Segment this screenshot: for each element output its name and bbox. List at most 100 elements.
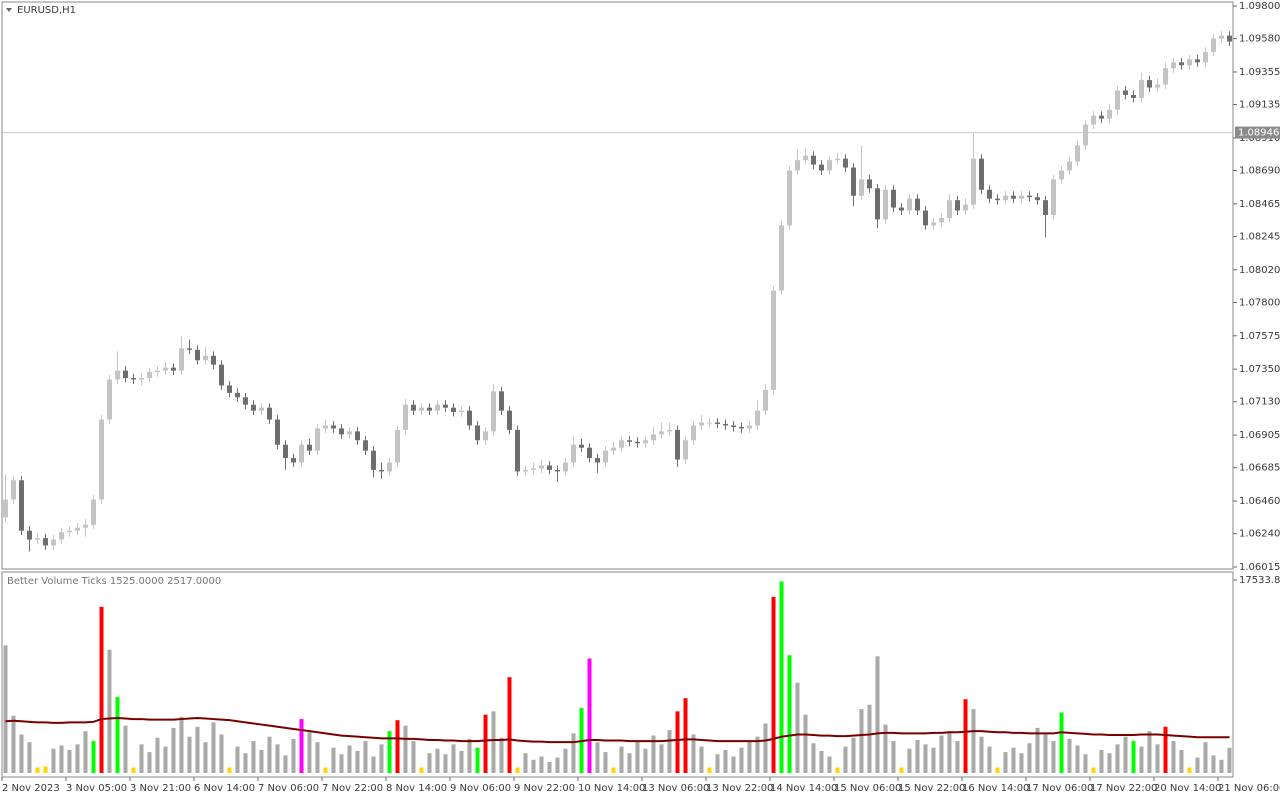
volume-bar <box>139 744 144 773</box>
candle-body <box>259 407 264 411</box>
y-tick-label: 1.09580 <box>1239 34 1280 45</box>
volume-bar <box>1139 746 1144 773</box>
volume-bar <box>635 741 640 773</box>
candle-body <box>67 530 72 533</box>
x-tick-label: 13 Nov 22:00 <box>706 783 773 794</box>
candle-body <box>27 530 32 540</box>
volume-bar <box>891 741 896 773</box>
x-tick-label: 13 Nov 06:00 <box>642 783 709 794</box>
candle-body <box>979 158 984 190</box>
volume-bar <box>451 744 456 773</box>
volume-bar <box>387 731 392 773</box>
volume-bar <box>315 742 320 773</box>
candle-body <box>1011 195 1016 199</box>
candle-body <box>227 385 232 393</box>
y-tick-label: 1.09135 <box>1239 100 1280 111</box>
candle-body <box>1027 195 1032 198</box>
candle-body <box>371 450 376 470</box>
candle-body <box>267 407 272 420</box>
candle-body <box>275 419 280 445</box>
volume-bar <box>459 750 464 773</box>
volume-panel <box>1 571 1234 778</box>
candle-body <box>787 170 792 226</box>
candle-body <box>1059 170 1064 180</box>
volume-bar <box>59 745 64 773</box>
y-tick-label: 1.07800 <box>1239 297 1280 308</box>
volume-bar <box>1115 744 1120 773</box>
candle-body <box>291 458 296 463</box>
candle-body <box>443 404 448 408</box>
candle-body <box>931 222 936 226</box>
volume-bar <box>747 741 752 773</box>
volume-bar <box>1131 741 1136 773</box>
candle-body <box>891 189 896 208</box>
volume-bar <box>995 767 1000 773</box>
volume-bar <box>779 581 784 773</box>
candle-body <box>1155 84 1160 88</box>
candle-body <box>675 429 680 460</box>
volume-bar <box>819 750 824 773</box>
candle-body <box>1107 109 1112 119</box>
candle-body <box>811 155 816 165</box>
candle-body <box>699 422 704 426</box>
y-tick-label: 1.07350 <box>1239 364 1280 375</box>
candle-body <box>235 392 240 398</box>
candle-body <box>523 469 528 472</box>
volume-bar <box>35 767 40 773</box>
candle-body <box>1195 59 1200 63</box>
volume-bar <box>171 727 176 773</box>
candle-body <box>795 160 800 171</box>
candle-body <box>995 198 1000 201</box>
candle-body <box>571 444 576 463</box>
candle-body <box>1051 179 1056 215</box>
volume-bar <box>763 723 768 773</box>
x-tick-label: 10 Nov 14:00 <box>578 783 645 794</box>
candle-body <box>211 355 216 365</box>
candle-body <box>1115 90 1120 110</box>
candle-body <box>531 468 536 470</box>
volume-bar <box>1195 757 1200 773</box>
volume-bar <box>691 734 696 773</box>
candle-body <box>819 164 824 171</box>
x-tick-label: 8 Nov 14:00 <box>386 783 447 794</box>
candle-body <box>1091 115 1096 125</box>
candle-body <box>171 367 176 371</box>
x-tick-label: 17 Nov 22:00 <box>1090 783 1157 794</box>
volume-bar <box>499 737 504 773</box>
candle-body <box>883 189 888 220</box>
volume-bar <box>667 730 672 773</box>
candle-body <box>179 348 184 371</box>
candle-body <box>355 431 360 441</box>
panel-collapse-icon <box>6 8 12 12</box>
volume-bar <box>83 731 88 773</box>
y-tick-label: 1.08020 <box>1239 265 1280 276</box>
candle-body <box>587 447 592 459</box>
volume-bar <box>1219 759 1224 773</box>
candle-body <box>283 444 288 459</box>
volume-bar <box>339 754 344 773</box>
volume-bar <box>299 719 304 773</box>
volume-bar <box>1099 749 1104 773</box>
y-tick-label: 1.06685 <box>1239 463 1280 474</box>
y-tick-label: 1.06240 <box>1239 529 1280 540</box>
candle-body <box>595 458 600 463</box>
candle-body <box>779 225 784 291</box>
candle-body <box>907 198 912 211</box>
volume-bar <box>19 734 24 773</box>
candle-body <box>459 410 464 413</box>
candle-body <box>307 444 312 451</box>
candle-body <box>1139 80 1144 98</box>
candle-body <box>547 465 552 470</box>
candle-body <box>1147 80 1152 88</box>
candle-body <box>747 425 752 429</box>
price-label: 1.08946 <box>1238 128 1279 139</box>
volume-bar <box>907 748 912 773</box>
volume-bar <box>867 704 872 773</box>
volume-bar <box>811 743 816 773</box>
candle-body <box>691 425 696 441</box>
volume-bar <box>347 745 352 773</box>
volume-bar <box>211 722 216 773</box>
volume-bar <box>939 735 944 773</box>
candle-body <box>843 158 848 168</box>
